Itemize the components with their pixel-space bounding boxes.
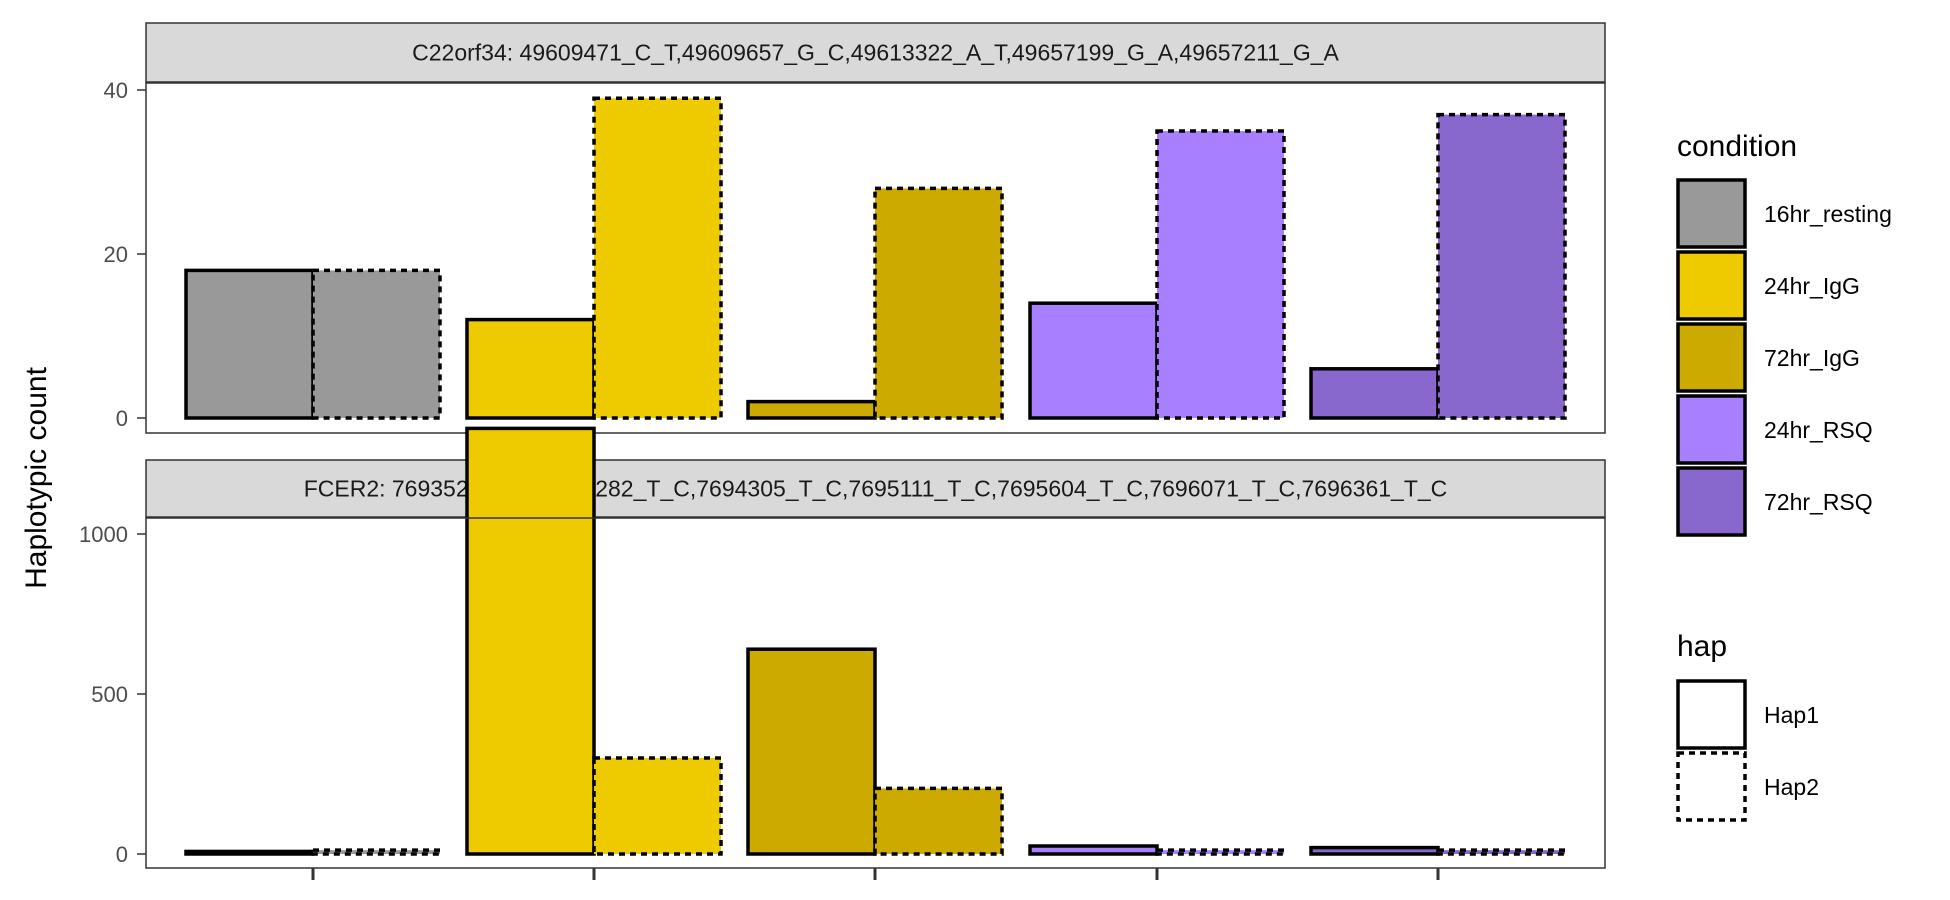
bar-hap1-24hr_RSQ [1028, 301, 1159, 420]
legend-title-condition: condition [1677, 130, 1797, 163]
bar-hap2-72hr_IgG [873, 186, 1004, 420]
bar-hap1-72hr_IgG [746, 647, 877, 856]
y-tick-label: 0 [116, 406, 128, 431]
bar-hap1-72hr_IgG [746, 399, 877, 420]
bar-hap2-24hr_IgG [592, 96, 723, 420]
bar-hap1-24hr_IgG [465, 317, 596, 420]
facet-strip-label: C22orf34: 49609471_C_T,49609657_G_C,4961… [412, 40, 1339, 66]
bar-hap2-24hr_IgG [592, 756, 723, 856]
y-axis-title: Haplotypic count [20, 366, 53, 588]
legend-key-hap2 [1676, 751, 1747, 822]
bar-hap1-16hr_resting [184, 268, 315, 420]
y-tick-label: 40 [104, 78, 128, 103]
y-tick-label: 0 [116, 842, 128, 867]
legend-label-hap2: Hap2 [1764, 774, 1819, 800]
legend-label-24hr_RSQ: 24hr_RSQ [1764, 417, 1873, 443]
legend-key-24hr_IgG [1676, 250, 1747, 321]
legend-key-72hr_IgG [1676, 322, 1747, 393]
legend-key-72hr_RSQ [1676, 466, 1747, 537]
bar-hap1-72hr_RSQ [1309, 367, 1440, 420]
legend: condition 16hr_resting 24hr_IgG 72hr_IgG 24h… [1676, 130, 1892, 822]
bar-hap2-16hr_resting [311, 848, 442, 856]
legend-key-hap1 [1676, 679, 1747, 750]
bar-hap2-72hr_IgG [873, 786, 1004, 856]
bar-hap1-16hr_resting [184, 849, 315, 856]
panel-2: FCER2: 7693529_T_C,7694282_T_C,7694305_T… [79, 426, 1606, 880]
legend-label-hap1: Hap1 [1764, 702, 1819, 728]
bar-hap2-72hr_RSQ [1436, 848, 1567, 856]
legend-key-24hr_RSQ [1676, 394, 1747, 465]
bar-hap2-16hr_resting [311, 268, 442, 420]
legend-label-24hr_IgG: 24hr_IgG [1764, 273, 1860, 299]
bar-hap2-24hr_RSQ [1155, 848, 1286, 856]
y-tick-label: 20 [104, 242, 128, 267]
bar-hap1-24hr_RSQ [1028, 844, 1159, 856]
panel-border [145, 82, 1606, 434]
legend-label-72hr_IgG: 72hr_IgG [1764, 345, 1860, 371]
facet-strip [145, 22, 1606, 83]
bar-hap2-72hr_RSQ [1436, 112, 1567, 420]
bar-hap2-24hr_RSQ [1155, 129, 1286, 420]
panels-group: C22orf34: 49609471_C_T,49609657_G_C,4961… [79, 22, 1606, 880]
bar-hap1-24hr_IgG [465, 426, 596, 856]
legend-label-16hr_resting: 16hr_resting [1764, 201, 1892, 227]
legend-title-hap: hap [1677, 630, 1727, 663]
y-tick-label: 1000 [79, 522, 128, 547]
legend-key-16hr_resting [1676, 178, 1747, 249]
facet-strip [145, 459, 1606, 518]
y-tick-label: 500 [91, 682, 128, 707]
bar-hap1-72hr_RSQ [1309, 845, 1440, 856]
panel-1: C22orf34: 49609471_C_T,49609657_G_C,4961… [104, 22, 1606, 434]
legend-label-72hr_RSQ: 72hr_RSQ [1764, 489, 1873, 515]
